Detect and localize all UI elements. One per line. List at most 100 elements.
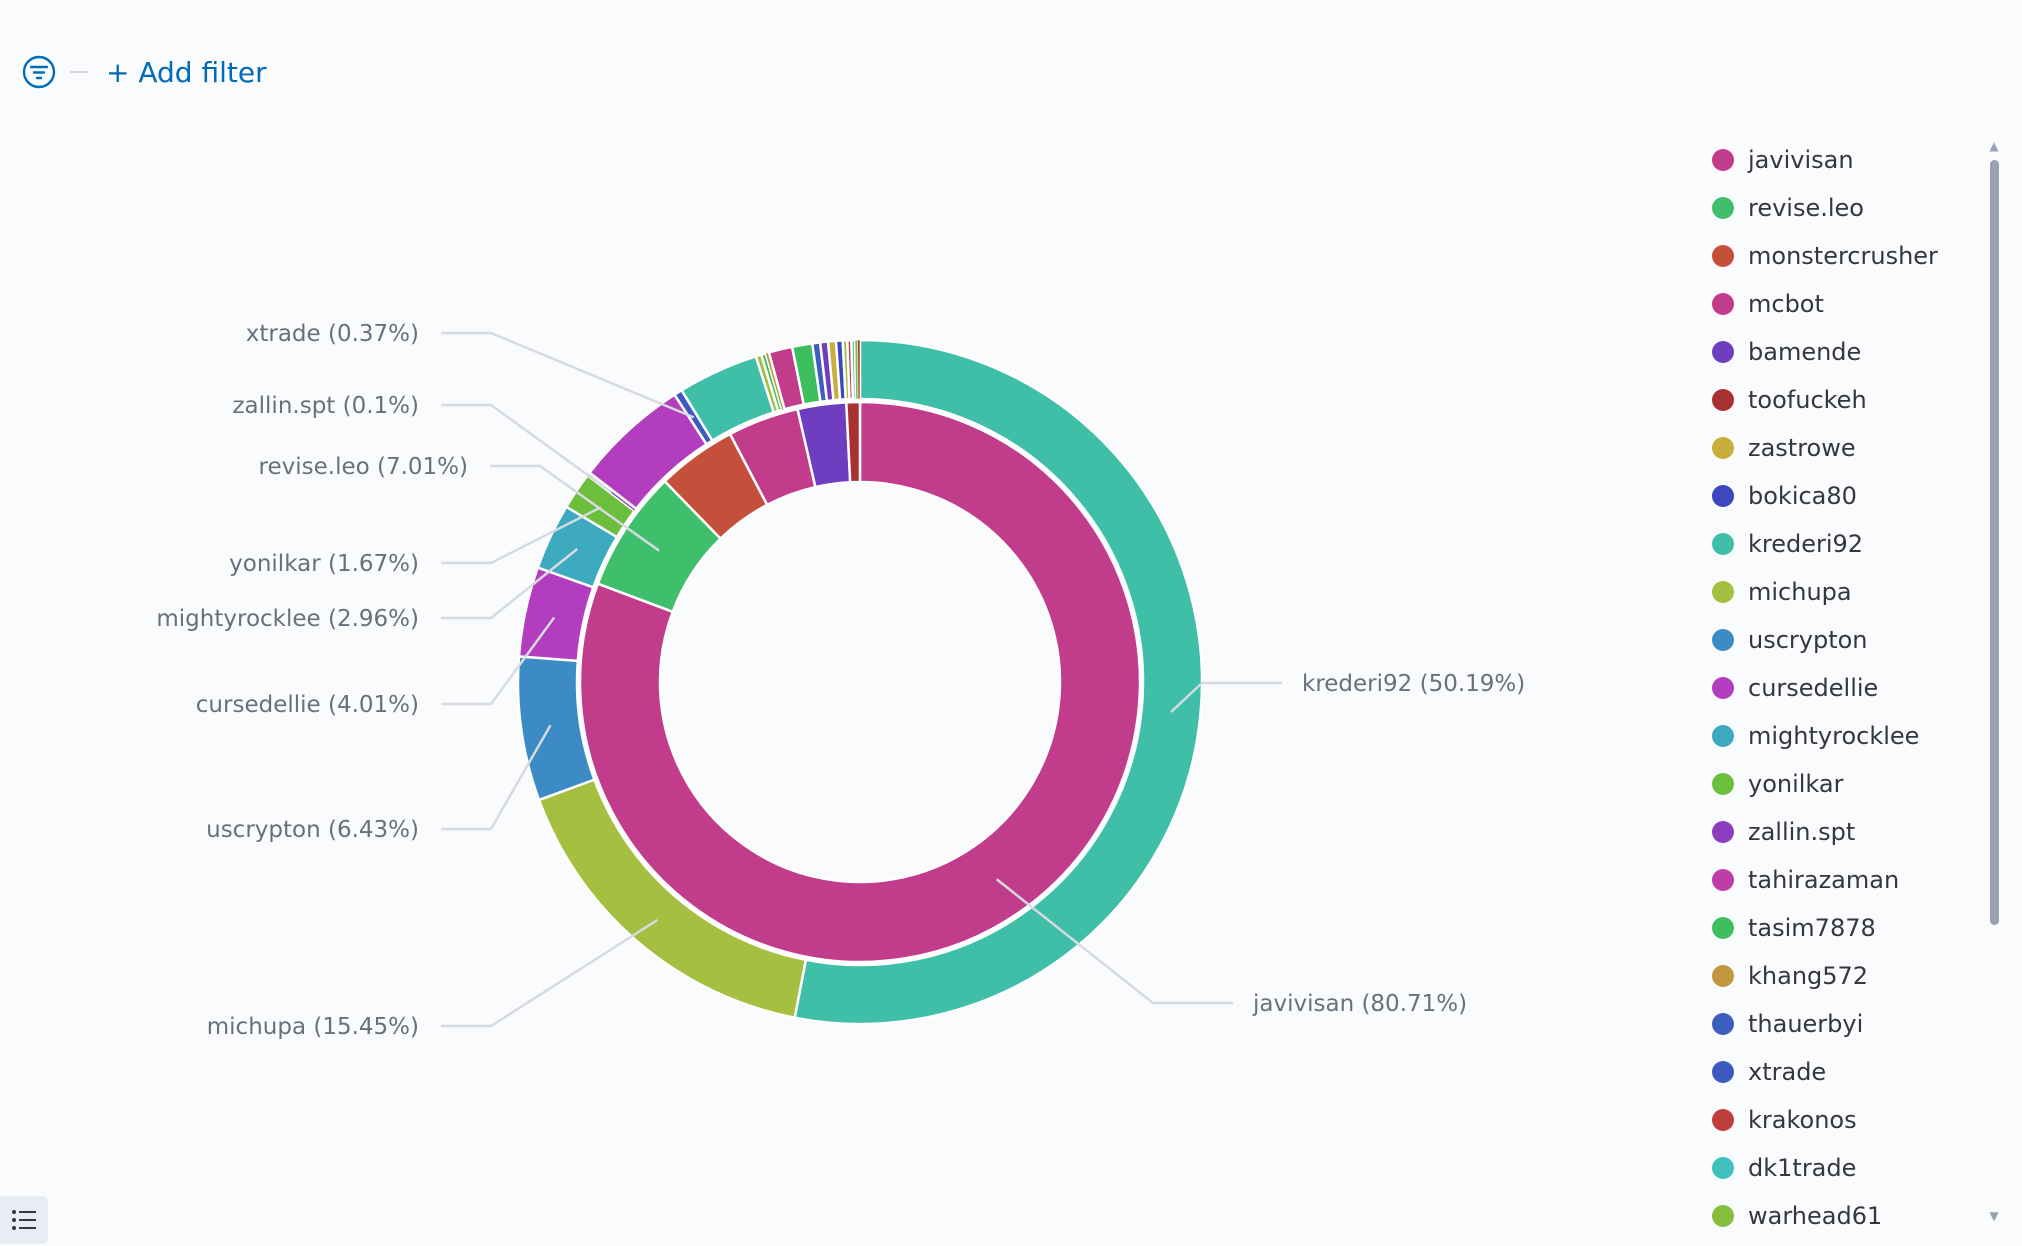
slice-label: cursedellie (4.01%) [196,692,419,718]
slice-label: krederi92 (50.19%) [1302,671,1525,697]
chart-legend: javivisan revise.leo monstercrusher mcbot ba… [1712,136,1982,1236]
label-leader-line [441,506,602,565]
legend-label: toofuckeh [1748,386,1867,414]
scroll-thumb[interactable] [1990,160,1999,925]
legend-item[interactable]: javivisan [1712,136,1982,184]
legend-toggle-button[interactable] [0,1196,48,1244]
legend-color-dot [1712,1013,1734,1035]
scroll-down-arrow-icon[interactable]: ▼ [1989,1209,1999,1223]
legend-label: zallin.spt [1748,818,1856,846]
legend-label: dk1trade [1748,1154,1857,1182]
legend-label: michupa [1748,578,1852,606]
label-leader-line [441,331,695,419]
legend-color-dot [1712,677,1734,699]
legend-label: uscrypton [1748,626,1868,654]
legend-item[interactable]: toofuckeh [1712,376,1982,424]
legend-color-dot [1712,197,1734,219]
legend-label: revise.leo [1748,194,1864,222]
legend-color-dot [1712,1157,1734,1179]
legend-scrollbar[interactable]: ▲ ▼ [1987,140,2001,1225]
legend-color-dot [1712,341,1734,363]
scroll-up-arrow-icon[interactable]: ▲ [1989,139,1999,153]
legend-item[interactable]: thauerbyi [1712,1000,1982,1048]
slice-label: zallin.spt (0.1%) [232,393,419,419]
legend-label: javivisan [1748,146,1854,174]
legend-item[interactable]: bokica80 [1712,472,1982,520]
legend-label: mightyrocklee [1748,722,1920,750]
legend-item[interactable]: zallin.spt [1712,808,1982,856]
legend-item[interactable]: zastrowe [1712,424,1982,472]
legend-color-dot [1712,725,1734,747]
legend-item[interactable]: revise.leo [1712,184,1982,232]
legend-label: yonilkar [1748,770,1844,798]
slice-label: mightyrocklee (2.96%) [156,606,419,632]
legend-color-dot [1712,773,1734,795]
label-leader-line [441,724,552,831]
legend-item[interactable]: khang572 [1712,952,1982,1000]
legend-item[interactable]: monstercrusher [1712,232,1982,280]
slice-label: uscrypton (6.43%) [206,817,419,843]
legend-color-dot [1712,149,1734,171]
legend-color-dot [1712,1109,1734,1131]
slice-label: michupa (15.45%) [207,1014,419,1040]
legend-label: khang572 [1748,962,1869,990]
legend-label: xtrade [1748,1058,1827,1086]
label-leader-line [441,918,659,1028]
legend-label: mcbot [1748,290,1824,318]
legend-color-dot [1712,245,1734,267]
legend-color-dot [1712,533,1734,555]
legend-item[interactable]: yonilkar [1712,760,1982,808]
legend-item[interactable]: cursedellie [1712,664,1982,712]
legend-color-dot [1712,1061,1734,1083]
legend-color-dot [1712,485,1734,507]
legend-label: krederi92 [1748,530,1864,558]
legend-label: bokica80 [1748,482,1857,510]
label-leader-line [441,548,578,620]
legend-color-dot [1712,437,1734,459]
slice-outer-toofuckeh[interactable] [857,339,861,400]
slice-inner-javivisan[interactable] [578,400,1142,964]
legend-item[interactable]: mightyrocklee [1712,712,1982,760]
legend-label: tahirazaman [1748,866,1900,894]
legend-label: cursedellie [1748,674,1879,702]
label-leader-line [490,464,660,552]
chart-labels: krederi92 (50.19%) javivisan (80.71%) mich… [156,321,1525,1040]
label-leader-line [441,403,613,494]
legend-color-dot [1712,389,1734,411]
legend-color-dot [1712,821,1734,843]
legend-label: zastrowe [1748,434,1856,462]
donut-chart: krederi92 (50.19%) javivisan (80.71%) mich… [156,321,1525,1040]
legend-label: thauerbyi [1748,1010,1864,1038]
legend-item[interactable]: xtrade [1712,1048,1982,1096]
legend-color-dot [1712,1205,1734,1227]
legend-item[interactable]: warhead61 [1712,1192,1982,1236]
legend-item[interactable]: uscrypton [1712,616,1982,664]
legend-color-dot [1712,581,1734,603]
filter-icon[interactable] [22,55,56,89]
legend-label: bamende [1748,338,1862,366]
slice-inner-toofuckeh[interactable] [844,400,862,484]
legend-item[interactable]: michupa [1712,568,1982,616]
filter-bar: + Add filter [22,52,267,92]
legend-label: warhead61 [1748,1202,1883,1230]
legend-item[interactable]: bamende [1712,328,1982,376]
legend-item[interactable]: mcbot [1712,280,1982,328]
slice-outer-krederi92[interactable] [793,338,1204,1026]
slice-label: yonilkar (1.67%) [229,551,419,577]
add-filter-button[interactable]: + Add filter [106,55,267,89]
legend-label: krakonos [1748,1106,1857,1134]
legend-item[interactable]: dk1trade [1712,1144,1982,1192]
chart-slices [516,338,1204,1026]
label-leader-line [1170,681,1282,713]
slice-label: javivisan (80.71%) [1252,991,1467,1017]
legend-label: monstercrusher [1748,242,1938,270]
slice-label: xtrade (0.37%) [246,321,419,347]
legend-item[interactable]: tahirazaman [1712,856,1982,904]
legend-item[interactable]: krakonos [1712,1096,1982,1144]
legend-item[interactable]: krederi92 [1712,520,1982,568]
legend-item[interactable]: tasim7878 [1712,904,1982,952]
legend-color-dot [1712,965,1734,987]
filter-separator [70,71,88,73]
legend-color-dot [1712,629,1734,651]
legend-color-dot [1712,917,1734,939]
